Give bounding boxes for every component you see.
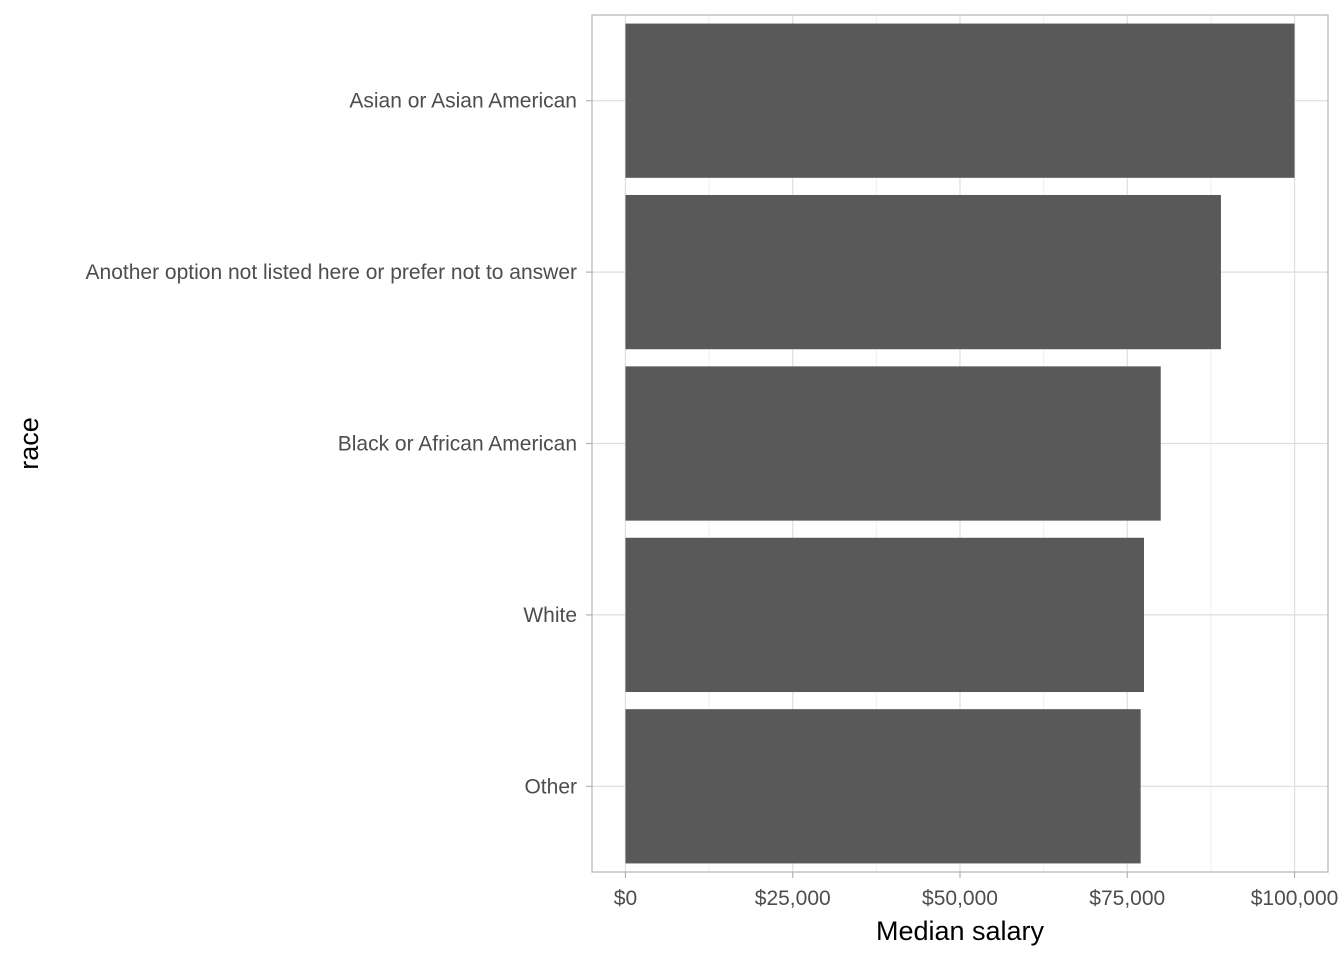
y-tick-label: Black or African American — [338, 433, 577, 456]
y-axis-title: race — [14, 417, 44, 470]
x-tick-label: $0 — [614, 887, 637, 910]
bar — [625, 709, 1141, 864]
tick-layer: $0 $25,000 $50,000 $75,000 $100,000 Asian or … — [86, 90, 1339, 910]
x-tick-label: $100,000 — [1251, 887, 1339, 910]
bar — [625, 23, 1295, 178]
bar — [625, 366, 1161, 521]
x-tick-label: $75,000 — [1089, 887, 1165, 910]
bar — [625, 194, 1221, 350]
y-tick-label: Other — [524, 775, 577, 798]
x-axis-title: Median salary — [876, 916, 1045, 946]
y-tick-label: Another option not listed here or prefer… — [86, 261, 577, 284]
x-tick-label: $25,000 — [755, 887, 831, 910]
bar — [625, 537, 1144, 693]
y-tick-label: Asian or Asian American — [349, 90, 577, 113]
bar-layer — [625, 23, 1295, 864]
x-tick-label: $50,000 — [922, 887, 998, 910]
y-tick-label: White — [523, 604, 577, 627]
